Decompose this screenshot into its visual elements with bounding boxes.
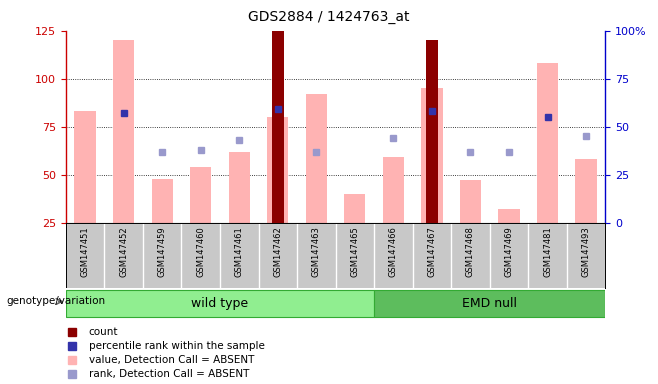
Text: GSM147461: GSM147461 [235,226,243,277]
Text: GSM147465: GSM147465 [350,226,359,277]
Text: rank, Detection Call = ABSENT: rank, Detection Call = ABSENT [89,369,249,379]
Text: GSM147460: GSM147460 [196,226,205,277]
Bar [383,157,404,223]
Text: GSM147452: GSM147452 [119,226,128,276]
Bar [344,194,365,223]
Bar [537,63,558,223]
Bar [66,290,374,317]
Text: value, Detection Call = ABSENT: value, Detection Call = ABSENT [89,355,254,365]
Bar [272,31,284,223]
Text: GSM147459: GSM147459 [158,226,166,276]
Text: GSM147467: GSM147467 [428,226,436,277]
Bar [74,111,95,223]
Bar [421,88,443,223]
Text: GSM147469: GSM147469 [505,226,513,277]
Bar [498,209,520,223]
Text: GSM147462: GSM147462 [273,226,282,277]
Bar [576,159,597,223]
Text: wild type: wild type [191,297,249,310]
Text: GSM147466: GSM147466 [389,226,398,277]
Text: GSM147493: GSM147493 [582,226,591,277]
Bar [113,40,134,223]
Bar [374,290,605,317]
Bar [306,94,327,223]
Text: GSM147468: GSM147468 [466,226,475,277]
Bar [151,179,173,223]
Bar [460,180,481,223]
Text: EMD null: EMD null [462,297,517,310]
Text: GSM147463: GSM147463 [312,226,321,277]
Bar [267,117,288,223]
Text: percentile rank within the sample: percentile rank within the sample [89,341,265,351]
Text: count: count [89,327,118,337]
Text: GDS2884 / 1424763_at: GDS2884 / 1424763_at [248,10,410,23]
Text: GSM147481: GSM147481 [543,226,552,277]
Text: genotype/variation: genotype/variation [7,296,106,306]
Bar [426,40,438,223]
Bar [228,152,250,223]
Text: GSM147451: GSM147451 [80,226,89,276]
Bar [190,167,211,223]
